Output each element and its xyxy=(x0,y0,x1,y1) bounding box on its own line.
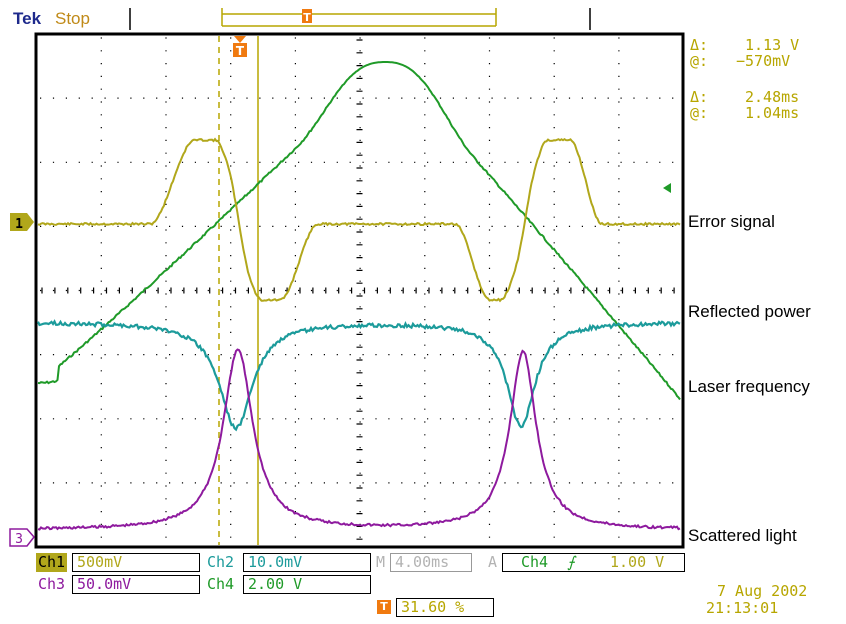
trigger-mode: A xyxy=(488,553,498,571)
ch3-ground-marker: 3 xyxy=(9,528,35,547)
trigger-slope-icon: ⨍ xyxy=(567,553,575,571)
voltage-delta-label: Δ: xyxy=(690,36,709,54)
time-delta-value: 2.48ms xyxy=(745,88,800,106)
ch2-label[interactable]: Ch2 xyxy=(207,553,235,571)
trigger-position-value[interactable]: 31.60 % xyxy=(396,598,494,617)
label-laser-frequency: Laser frequency xyxy=(688,377,810,396)
ch4-scale[interactable]: 2.00 V xyxy=(243,575,371,594)
timebase-label: M xyxy=(376,553,386,571)
date-display: 7 Aug 2002 xyxy=(717,582,808,600)
svg-text:T: T xyxy=(236,44,245,58)
time-at-label: @: xyxy=(690,104,709,122)
svg-text:T: T xyxy=(303,11,311,24)
ch3-scale[interactable]: 50.0mV xyxy=(72,575,200,594)
svg-text:3: 3 xyxy=(15,532,23,547)
label-error-signal: Error signal xyxy=(688,212,775,231)
time-delta-label: Δ: xyxy=(690,88,709,106)
voltage-delta-value: 1.13 V xyxy=(745,36,800,54)
reference-arrow-icon xyxy=(663,183,671,193)
timebase-value[interactable]: 4.00ms xyxy=(390,553,472,572)
trigger-position-marker: T xyxy=(233,36,247,58)
time-at-value: 1.04ms xyxy=(745,104,800,122)
acquisition-state: Stop xyxy=(55,9,90,28)
voltage-at-label: @: xyxy=(690,52,709,70)
record-view-bar xyxy=(129,8,591,30)
ch4-label[interactable]: Ch4 xyxy=(207,575,235,593)
label-scattered-light: Scattered light xyxy=(688,526,797,545)
trigger-source: Ch4 xyxy=(521,553,549,571)
trace-error-signal xyxy=(37,137,681,303)
trace-laser-frequency xyxy=(37,61,681,401)
graticule-grid xyxy=(40,37,675,540)
record-trigger-marker: T xyxy=(302,9,312,24)
trigger-level: 1.00 V xyxy=(609,553,665,571)
graticule-frame xyxy=(34,32,685,549)
trigger-settings[interactable]: Ch4 ⨍ 1.00 V xyxy=(502,553,685,572)
svg-text:1: 1 xyxy=(15,217,23,232)
ch1-ground-marker: 1 xyxy=(10,213,34,232)
trace-reflected-power xyxy=(36,319,681,432)
trace-scattered-light xyxy=(37,348,681,531)
voltage-at-value: −570mV xyxy=(736,52,791,70)
label-reflected-power: Reflected power xyxy=(688,302,811,321)
ch3-label[interactable]: Ch3 xyxy=(38,575,66,593)
ch2-scale[interactable]: 10.0mV xyxy=(243,553,371,572)
trigger-position-icon: T xyxy=(377,600,391,614)
time-display: 21:13:01 xyxy=(706,599,779,617)
brand-logo: Tek xyxy=(13,9,42,28)
ch1-scale[interactable]: 500mV xyxy=(72,553,200,572)
ch1-label[interactable]: Ch1 xyxy=(36,553,68,572)
